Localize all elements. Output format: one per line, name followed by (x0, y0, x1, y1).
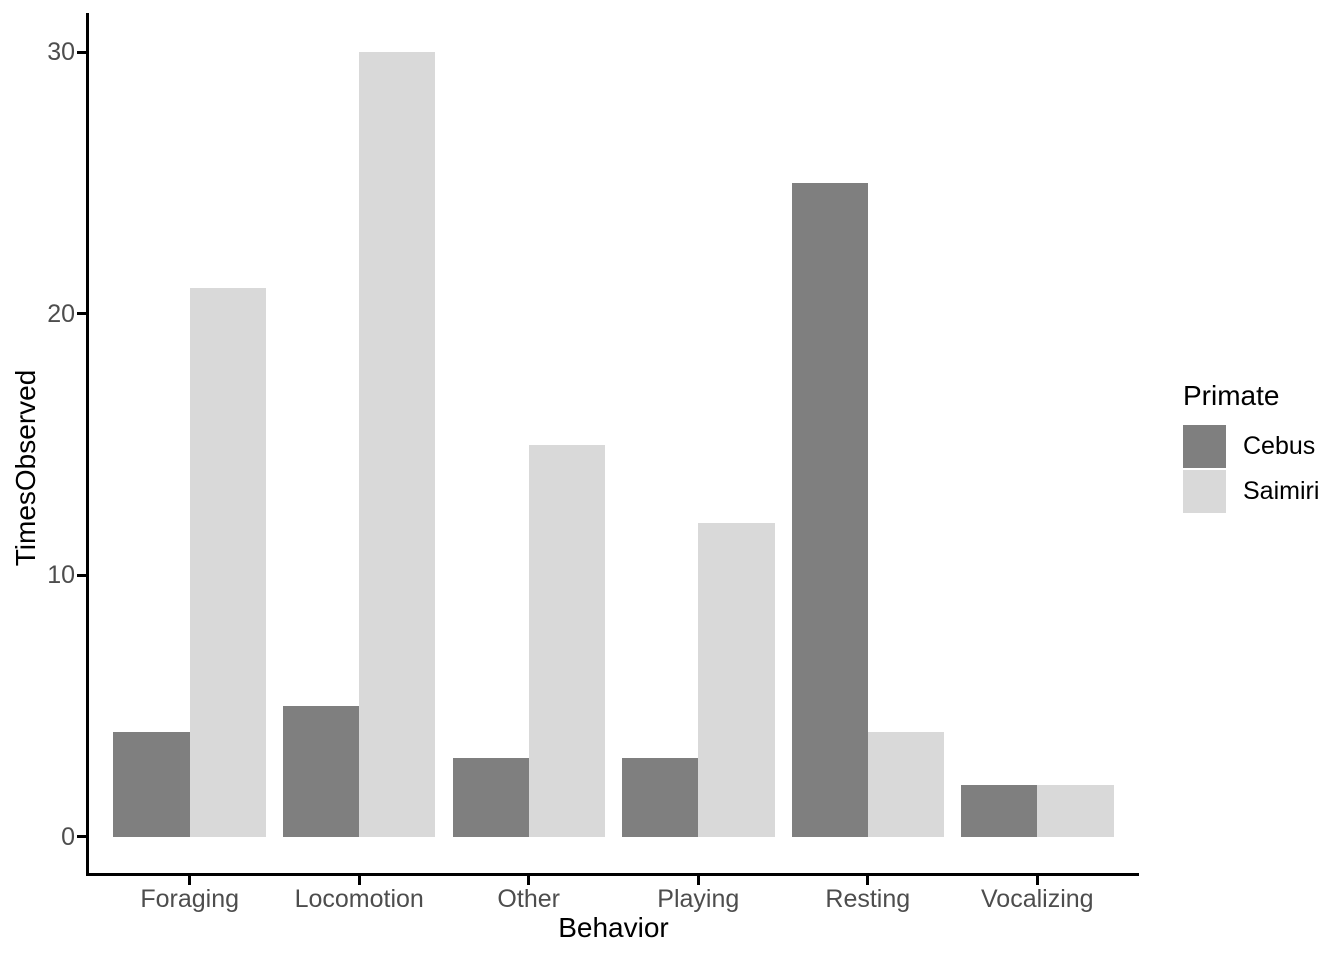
bar-cebus-resting (791, 183, 868, 837)
x-tick-label-other: Other (497, 885, 560, 913)
y-tick-20 (77, 312, 86, 316)
y-tick-label-0: 0 (61, 822, 75, 851)
bar-saimiri-vocalizing (1037, 784, 1114, 837)
bar-cebus-locomotion (282, 706, 360, 837)
y-axis-title: TimesObserved (10, 369, 41, 567)
bar-saimiri-resting (867, 732, 945, 837)
legend-swatch-cebus (1183, 425, 1226, 468)
legend-title: Primate (1183, 380, 1280, 411)
bar-cebus-foraging (113, 732, 190, 837)
y-tick-0 (77, 835, 86, 839)
x-axis-line (86, 873, 1139, 876)
x-tick-playing (696, 876, 700, 885)
x-tick-label-playing: Playing (657, 885, 740, 913)
y-tick-label-10: 10 (47, 561, 75, 590)
y-tick-label-20: 20 (47, 299, 75, 328)
y-tick-label-30: 30 (47, 38, 75, 67)
legend-item-cebus: Cebus (1183, 424, 1319, 469)
y-tick-10 (77, 573, 86, 577)
bar-saimiri-foraging (189, 287, 266, 837)
legend-swatch-saimiri (1183, 470, 1226, 513)
x-tick-resting (866, 876, 870, 885)
bar-saimiri-locomotion (359, 52, 436, 837)
legend-label-saimiri: Saimiri (1243, 477, 1320, 505)
bar-saimiri-playing (698, 523, 775, 837)
x-axis-title: Behavior (558, 912, 669, 943)
legend: Primate Cebus Saimiri (1183, 380, 1319, 514)
bar-cebus-playing (622, 758, 699, 837)
bar-cebus-other (452, 758, 529, 837)
y-axis-line (86, 13, 89, 876)
x-tick-label-vocalizing: Vocalizing (981, 885, 1094, 913)
y-tick-30 (77, 50, 86, 54)
bar-cebus-vocalizing (961, 784, 1038, 837)
x-tick-locomotion (357, 876, 361, 885)
bar-saimiri-other (528, 444, 605, 837)
x-tick-label-foraging: Foraging (140, 885, 240, 913)
x-tick-label-locomotion: Locomotion (294, 885, 424, 913)
plot-panel (88, 13, 1139, 876)
x-tick-vocalizing (1035, 876, 1039, 885)
legend-items: Cebus Saimiri (1183, 424, 1319, 514)
x-tick-label-resting: Resting (825, 885, 911, 913)
legend-item-saimiri: Saimiri (1183, 469, 1319, 514)
x-tick-other (527, 876, 531, 885)
x-tick-foraging (188, 876, 192, 885)
legend-label-cebus: Cebus (1243, 432, 1316, 460)
